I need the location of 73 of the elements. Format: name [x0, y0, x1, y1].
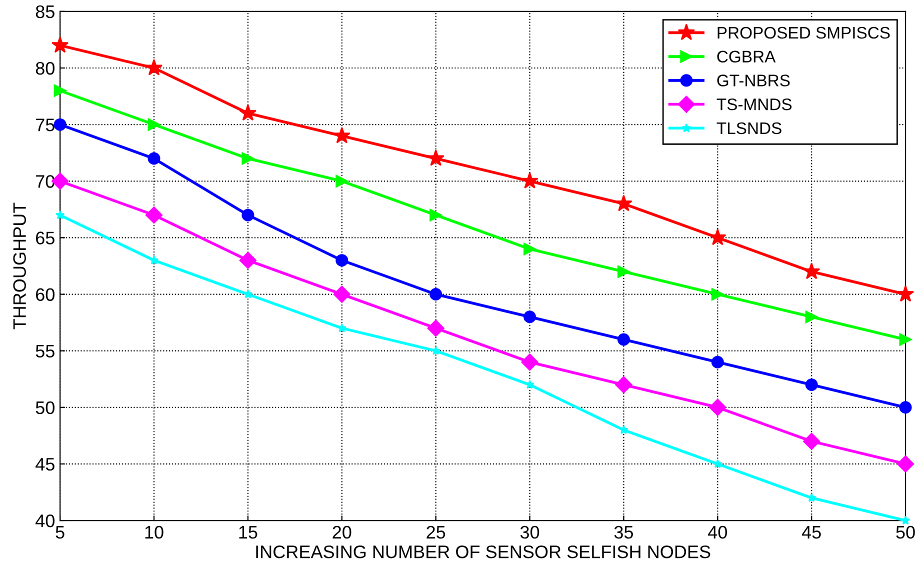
- x-axis-title: INCREASING NUMBER OF SENSOR SELFISH NODES: [256, 545, 710, 558]
- point: [431, 346, 440, 355]
- point: [617, 265, 630, 278]
- point: [802, 262, 820, 280]
- point: [242, 208, 254, 222]
- point: [430, 288, 442, 301]
- point: [900, 516, 910, 525]
- legend-label: TS-MNDS: [716, 98, 792, 110]
- y-tick-label: 55: [36, 344, 54, 358]
- point: [615, 376, 632, 394]
- x-tick-label: 25: [426, 526, 446, 539]
- point: [243, 289, 253, 298]
- point: [149, 255, 159, 264]
- point: [337, 323, 347, 332]
- point: [711, 356, 724, 368]
- point: [709, 228, 726, 246]
- point: [524, 242, 536, 256]
- point: [239, 104, 257, 121]
- x-tick-label: 20: [332, 526, 352, 539]
- point: [896, 285, 914, 302]
- point: [242, 152, 254, 165]
- y-tick-label: 75: [36, 118, 54, 132]
- x-tick-label: 40: [708, 526, 727, 539]
- legend-label: CGBRA: [717, 50, 776, 63]
- y-tick-label: 40: [36, 514, 54, 528]
- x-tick-label: 5: [56, 526, 64, 539]
- point: [805, 310, 818, 324]
- point: [336, 174, 348, 188]
- y-tick-label: 65: [36, 232, 54, 244]
- point: [899, 333, 912, 346]
- legend-label: PROPOSED SMPISCS: [718, 26, 890, 39]
- point: [521, 354, 538, 371]
- point: [805, 378, 818, 392]
- x-tick-label: 15: [239, 526, 258, 539]
- point: [54, 84, 66, 97]
- x-tick-label: 45: [802, 526, 821, 539]
- point: [709, 398, 726, 416]
- x-tick-label: 10: [145, 526, 164, 539]
- x-tick-label: 50: [896, 526, 915, 539]
- point: [55, 210, 65, 220]
- point: [54, 118, 66, 131]
- point: [524, 310, 536, 324]
- point: [333, 286, 350, 303]
- point: [619, 425, 628, 434]
- x-tick-label: 35: [614, 526, 633, 539]
- point: [896, 455, 914, 473]
- point: [711, 288, 724, 301]
- y-tick-label: 60: [36, 288, 54, 301]
- point: [333, 126, 350, 144]
- point: [239, 252, 256, 269]
- point: [521, 172, 538, 189]
- point: [430, 208, 442, 222]
- y-tick-label: 45: [36, 458, 54, 471]
- point: [427, 320, 444, 337]
- point: [803, 432, 820, 450]
- y-tick-label: 50: [36, 401, 54, 414]
- point: [145, 58, 163, 76]
- point: [148, 118, 160, 131]
- point: [427, 149, 444, 166]
- point: [615, 194, 632, 212]
- point: [51, 36, 69, 53]
- point: [145, 206, 163, 224]
- y-tick-label: 85: [36, 5, 54, 18]
- point: [712, 459, 722, 468]
- y-axis-title: THROUGHPUT: [13, 202, 26, 330]
- point: [899, 401, 912, 414]
- point: [617, 333, 630, 346]
- legend-label: GT-NBRS: [717, 74, 790, 86]
- point: [336, 254, 348, 267]
- y-tick-label: 80: [36, 62, 54, 75]
- x-tick-label: 30: [520, 526, 540, 539]
- legend-label: TLSNDS: [716, 122, 782, 134]
- point: [148, 152, 160, 165]
